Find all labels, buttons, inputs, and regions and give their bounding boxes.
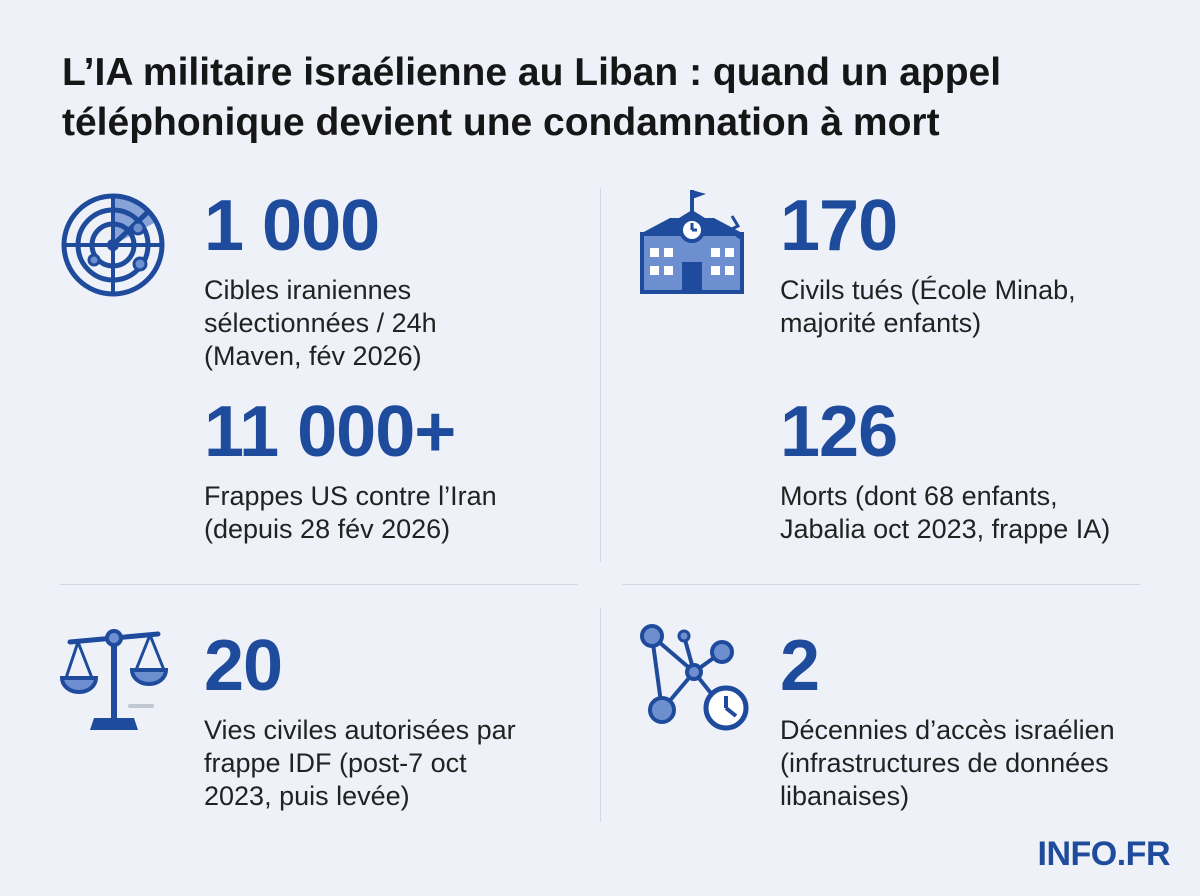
stat-number: 126 [780, 392, 898, 472]
stat-description-line: frappe IDF (post-7 oct [204, 748, 467, 778]
stat-description-line: (infrastructures de données [780, 748, 1109, 778]
page-title: L’IA militaire israélienne au Liban : qu… [62, 48, 1162, 148]
divider-vertical-bottom [600, 608, 601, 822]
stat-description-line: (Maven, fév 2026) [204, 341, 422, 371]
school-icon [636, 186, 748, 296]
stat-number: 11 000+ [204, 392, 456, 472]
stat-civilian-lives: 20 Vies civiles autorisées par frappe ID… [204, 630, 516, 813]
scales-icon [58, 626, 170, 736]
stat-description-line: (depuis 28 fév 2026) [204, 514, 451, 544]
brand-logo: INFO.FR [1037, 835, 1171, 873]
stat-description-line: Décennies d’accès israélien [780, 715, 1115, 745]
stat-description: Frappes US contre l’Iran (depuis 28 fév … [204, 480, 497, 546]
stat-decades: 2 Décennies d’accès israélien (infrastru… [780, 630, 1115, 813]
stat-civilians-school: 170 Civils tués (École Minab, majorité e… [780, 190, 1076, 340]
stat-description-line: Civils tués (École Minab, [780, 275, 1076, 305]
stat-strikes: 11 000+ Frappes US contre l’Iran (depuis… [204, 396, 497, 546]
divider-vertical-top [600, 188, 601, 562]
stat-number: 170 [780, 186, 898, 266]
stat-description-line: sélectionnées / 24h [204, 308, 437, 338]
stat-description: Civils tués (École Minab, majorité enfan… [780, 274, 1076, 340]
divider-horizontal-left [60, 584, 578, 585]
stat-targets: 1 000 Cibles iraniennes sélectionnées / … [204, 190, 437, 373]
title-line-1: L’IA militaire israélienne au Liban : qu… [62, 51, 1002, 94]
divider-horizontal-right [622, 584, 1140, 585]
stat-description-line: Jabalia oct 2023, frappe IA) [780, 514, 1111, 544]
stat-description: Vies civiles autorisées par frappe IDF (… [204, 714, 516, 813]
network-clock-icon [636, 622, 752, 734]
stat-description-line: majorité enfants) [780, 308, 982, 338]
title-line-2: téléphonique devient une condamnation à … [62, 101, 940, 144]
stat-description-line: Cibles iraniennes [204, 275, 412, 305]
stat-description-line: libanaises) [780, 781, 910, 811]
stat-description-line: Frappes US contre l’Iran [204, 481, 497, 511]
stat-number: 2 [780, 626, 820, 706]
stat-description-line: 2023, puis levée) [204, 781, 410, 811]
stat-description: Morts (dont 68 enfants, Jabalia oct 2023… [780, 480, 1110, 546]
stat-number: 1 000 [204, 186, 380, 266]
radar-icon [58, 190, 168, 300]
stat-description-line: Vies civiles autorisées par [204, 715, 516, 745]
stat-jabalia: 126 Morts (dont 68 enfants, Jabalia oct … [780, 396, 1110, 546]
stat-description: Cibles iraniennes sélectionnées / 24h (M… [204, 274, 437, 373]
stat-description-line: Morts (dont 68 enfants, [780, 481, 1058, 511]
stat-number: 20 [204, 626, 283, 706]
stat-description: Décennies d’accès israélien (infrastruct… [780, 714, 1115, 813]
